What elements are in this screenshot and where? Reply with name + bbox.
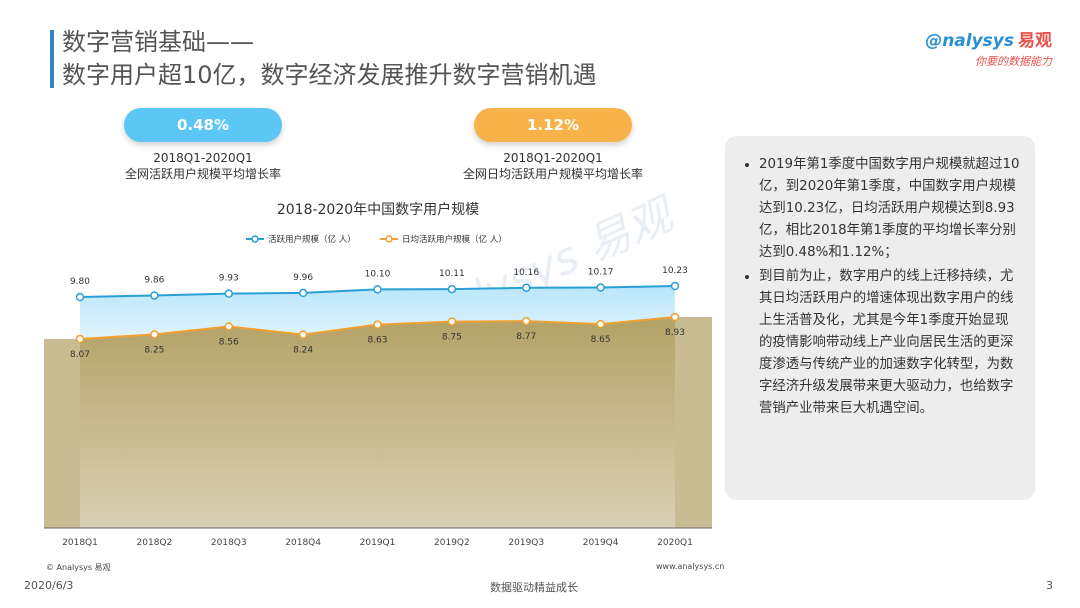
analysys-logo: @nalysys 易观 你要的数据能力 xyxy=(925,26,1052,69)
x-tick-label: 2019Q2 xyxy=(434,538,470,548)
stat-caption-active: 2018Q1-2020Q1 全网活跃用户规模平均增长率 xyxy=(73,150,333,182)
daily-active-users-point xyxy=(150,330,159,339)
x-axis-ticks: 2018Q1 2018Q2 2018Q3 2018Q4 2019Q1 2019Q2 2019… xyxy=(62,538,693,548)
daily-active-users-data-label: 8.07 xyxy=(70,350,90,360)
chart-source-left: © Analysys 易观 xyxy=(46,563,111,572)
chart-legend: 活跃用户规模（亿 人） 日均活跃用户规模（亿 人） xyxy=(246,234,507,245)
active-users-point xyxy=(150,291,159,300)
daily-active-users-area xyxy=(80,317,675,528)
logo-cn: 易观 xyxy=(1018,31,1052,51)
stat-label-daily: 全网日均活跃用户规模平均增长率 xyxy=(462,167,643,181)
active-users-data-label: 9.80 xyxy=(70,277,90,287)
x-tick-label: 2019Q1 xyxy=(360,538,396,548)
area-pad-left xyxy=(44,339,80,528)
legend-label: 日均活跃用户规模（亿 人） xyxy=(402,234,507,245)
chart-data-labels: 9.80 9.86 9.93 9.96 10.10 10.11 10.16 10.17 10.2… xyxy=(70,266,688,360)
user-scale-chart: 2018-2020年中国数字用户规模 活跃用户规模（亿 人） 日均活跃用户规模（亿… xyxy=(44,201,712,548)
daily-active-users-point xyxy=(596,319,605,329)
daily-active-users-point xyxy=(670,312,680,322)
active-users-point xyxy=(670,281,680,291)
chart-title: 2018-2020年中国数字用户规模 xyxy=(277,201,479,218)
legend-swatch-marker xyxy=(385,235,393,243)
daily-active-users-point xyxy=(522,316,531,326)
page-number: 3 xyxy=(1046,579,1053,592)
stat-pill-active: 0.48% xyxy=(124,108,282,142)
x-tick-label: 2019Q3 xyxy=(508,538,544,548)
x-tick-label: 2018Q2 xyxy=(137,538,173,548)
x-tick-label: 2018Q3 xyxy=(211,538,247,548)
active-users-data-label: 10.16 xyxy=(513,268,539,278)
summary-bullet: 2019年第1季度中国数字用户规模就超过10亿，到2020年第1季度，中国数字用… xyxy=(759,154,1021,264)
active-users-data-label: 9.86 xyxy=(144,275,164,285)
legend-swatch-marker xyxy=(251,235,259,243)
active-users-point xyxy=(373,285,382,294)
x-tick-label: 2018Q1 xyxy=(62,538,98,548)
area-pad-right xyxy=(675,317,712,528)
daily-active-users-point xyxy=(373,320,382,329)
footer-date: 2020/6/3 xyxy=(24,579,74,592)
active-users-point xyxy=(298,288,308,298)
active-users-data-label: 10.23 xyxy=(662,266,688,276)
legend-label: 活跃用户规模（亿 人） xyxy=(268,234,356,245)
chart-points xyxy=(75,281,680,344)
active-users-data-label: 10.10 xyxy=(365,269,391,279)
stat-caption-daily: 2018Q1-2020Q1 全网日均活跃用户规模平均增长率 xyxy=(423,150,683,182)
active-users-point xyxy=(447,284,457,294)
active-users-data-label: 9.96 xyxy=(293,273,313,283)
active-users-data-label: 10.11 xyxy=(439,269,465,279)
logo-slogan: 你要的数据能力 xyxy=(975,55,1052,68)
daily-active-users-data-label: 8.75 xyxy=(442,333,462,343)
daily-active-users-point xyxy=(447,317,457,326)
active-users-data-label: 10.17 xyxy=(588,268,614,278)
chart-source-right: www.analysys.cn xyxy=(656,562,725,571)
chart-areas xyxy=(44,286,712,528)
logo-a-mark: @ xyxy=(925,31,943,51)
daily-active-users-data-label: 8.25 xyxy=(144,345,164,355)
active-users-point xyxy=(224,289,233,298)
active-users-point xyxy=(75,292,85,302)
x-tick-label: 2020Q1 xyxy=(657,538,693,548)
daily-active-users-data-label: 8.93 xyxy=(665,328,685,338)
daily-active-users-point xyxy=(298,330,308,339)
stat-label-active: 全网活跃用户规模平均增长率 xyxy=(124,167,281,181)
daily-active-users-data-label: 8.63 xyxy=(367,336,387,346)
daily-active-users-data-label: 8.65 xyxy=(591,335,611,345)
daily-active-users-point xyxy=(75,334,85,344)
page-title: 数字营销基础—— 数字用户超10亿，数字经济发展推升数字营销机遇 xyxy=(62,26,597,92)
x-tick-label: 2018Q4 xyxy=(285,538,321,548)
summary-panel: 2019年第1季度中国数字用户规模就超过10亿，到2020年第1季度，中国数字用… xyxy=(725,136,1035,500)
daily-active-users-data-label: 8.77 xyxy=(516,332,536,342)
stat-period-active: 2018Q1-2020Q1 xyxy=(153,151,253,165)
stat-pill-daily: 1.12% xyxy=(474,108,632,142)
active-users-data-label: 9.93 xyxy=(219,274,239,284)
summary-list: 2019年第1季度中国数字用户规模就超过10亿，到2020年第1季度，中国数字用… xyxy=(725,136,1035,420)
logo-text: nalysys xyxy=(942,31,1014,51)
footer-slogan: 数据驱动精益成长 xyxy=(490,581,578,594)
page-title-line2: 数字用户超10亿，数字经济发展推升数字营销机遇 xyxy=(62,61,597,89)
page-title-line1: 数字营销基础—— xyxy=(62,28,254,56)
active-users-point xyxy=(522,283,531,293)
daily-active-users-data-label: 8.24 xyxy=(293,346,313,356)
summary-bullet: 到目前为止，数字用户的线上迁移持续，尤其日均活跃用户的增速体现出数字用户的线上生… xyxy=(759,266,1021,420)
x-tick-label: 2019Q4 xyxy=(583,538,619,548)
title-accent-bar xyxy=(50,30,54,88)
stat-period-daily: 2018Q1-2020Q1 xyxy=(503,151,603,165)
daily-active-users-point xyxy=(224,322,233,331)
active-users-point xyxy=(596,283,605,292)
daily-active-users-data-label: 8.56 xyxy=(219,337,239,347)
